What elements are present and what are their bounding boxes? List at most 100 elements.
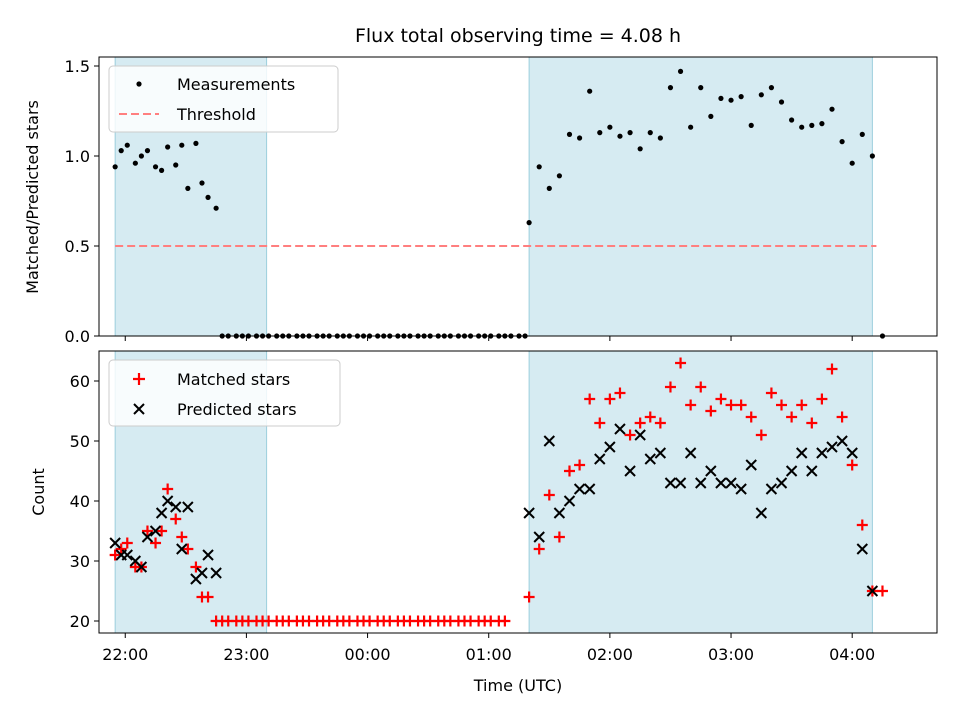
- y-tick-label: 60: [70, 372, 90, 391]
- y-tick-label: 30: [70, 552, 90, 571]
- measurement-point: [859, 131, 865, 137]
- y-tick-label: 0.0: [65, 327, 90, 346]
- measurement-point: [124, 142, 130, 148]
- x-tick-label: 02:00: [587, 645, 633, 664]
- matched-star-point: [543, 489, 555, 501]
- chart-title: Flux total observing time = 4.08 h: [355, 25, 681, 47]
- predicted-star-point: [775, 477, 788, 489]
- matched-star-point: [533, 543, 545, 555]
- measurement-point: [526, 220, 532, 226]
- y-axis-label-top: Matched/Predicted stars: [23, 100, 42, 294]
- predicted-star-point: [196, 567, 208, 579]
- predicted-star-point: [155, 507, 168, 519]
- measurement-point: [152, 164, 159, 170]
- matched-star-point: [499, 615, 511, 627]
- measurement-point: [819, 121, 825, 127]
- y-tick-label: 50: [70, 432, 90, 451]
- predicted-star-point: [796, 447, 808, 459]
- measurement-point: [849, 160, 855, 166]
- matched-star-point: [584, 393, 596, 405]
- predicted-star-point: [644, 453, 656, 465]
- x-tick-label: 03:00: [708, 645, 754, 664]
- matched-star-point: [604, 393, 616, 405]
- predicted-star-point: [856, 543, 868, 555]
- predicted-star-point: [121, 549, 133, 561]
- legend-threshold-label: Threshold: [176, 105, 256, 124]
- predicted-star-point: [695, 477, 707, 489]
- matched-star-point: [806, 417, 818, 429]
- predicted-star-point: [135, 561, 148, 573]
- measurement-point: [165, 144, 171, 150]
- y-axis-label-bottom: Count: [29, 468, 48, 516]
- axes-frame-top: [98, 56, 938, 337]
- measurement-point: [118, 148, 124, 154]
- measurement-point: [758, 92, 764, 98]
- predicted-star-point: [735, 483, 747, 495]
- measurement-point: [738, 94, 744, 100]
- legend-top: Measurements Threshold: [108, 65, 339, 133]
- matched-star-point: [614, 387, 626, 399]
- matched-star-point: [190, 561, 202, 573]
- count-panel: 20 30 40 50 60 22:00 23:00 00:00 01:00 02:00 03:0…: [29, 350, 938, 695]
- measurement-point: [112, 164, 118, 170]
- legend-predicted-label: Predicted stars: [177, 400, 297, 419]
- predicted-star-point: [563, 495, 576, 507]
- y-tick-label: 1.0: [65, 147, 90, 166]
- matched-star-point: [735, 399, 747, 411]
- measurement-point: [158, 167, 165, 173]
- predicted-star-point: [634, 429, 646, 441]
- matched-star-point: [776, 399, 788, 411]
- measurement-point: [869, 153, 875, 159]
- y-ticks-bottom: 20 30 40 50 60: [70, 372, 99, 631]
- matched-star-point: [644, 411, 656, 423]
- x-tick-label: 04:00: [829, 645, 875, 664]
- matched-star-points: [109, 357, 888, 627]
- matched-star-point: [745, 411, 757, 423]
- legend-matched-label: Matched stars: [177, 370, 290, 389]
- matched-star-point: [170, 513, 182, 525]
- predicted-star-point: [109, 537, 121, 549]
- y-ticks-top: 0.0 0.5 1.0 1.5: [65, 57, 99, 346]
- matched-star-point: [553, 531, 565, 543]
- measurement-point: [138, 153, 145, 159]
- measurement-point: [185, 185, 191, 191]
- matched-star-point: [846, 459, 858, 471]
- measurement-point: [698, 85, 704, 91]
- matched-star-point: [705, 405, 717, 417]
- predicted-star-point: [715, 477, 727, 489]
- y-tick-label: 0.5: [65, 237, 90, 256]
- measurement-points: [112, 68, 886, 339]
- measurement-point: [213, 205, 219, 211]
- matched-star-point: [182, 543, 194, 555]
- measurement-point: [789, 117, 795, 123]
- measurement-point: [809, 122, 815, 128]
- y-tick-label: 40: [70, 492, 90, 511]
- predicted-star-point: [614, 423, 626, 435]
- predicted-star-point: [553, 507, 566, 519]
- matched-star-point: [816, 393, 828, 405]
- predicted-star-point: [765, 483, 778, 495]
- measurement-point: [546, 185, 552, 191]
- matched-star-point: [563, 465, 575, 477]
- matched-star-point: [836, 411, 848, 423]
- predicted-star-point: [141, 531, 154, 543]
- predicted-star-point: [604, 441, 616, 453]
- measurement-point: [728, 97, 734, 103]
- matched-star-point: [765, 387, 777, 399]
- legend-box-bottom: [108, 359, 341, 427]
- matched-star-point: [654, 417, 666, 429]
- matched-star-point: [115, 543, 127, 555]
- measurement-point: [657, 135, 663, 141]
- measurement-point: [179, 142, 185, 148]
- measurement-point: [688, 124, 694, 130]
- predicted-star-point: [533, 531, 545, 543]
- measurement-point: [778, 99, 785, 105]
- predicted-star-point: [664, 477, 677, 489]
- observing-window-2: [529, 57, 873, 336]
- measurement-point: [132, 160, 138, 166]
- predicted-star-point: [161, 495, 174, 507]
- x-axis-label: Time (UTC): [473, 676, 562, 695]
- predicted-star-point: [745, 459, 757, 471]
- predicted-star-point: [543, 435, 556, 447]
